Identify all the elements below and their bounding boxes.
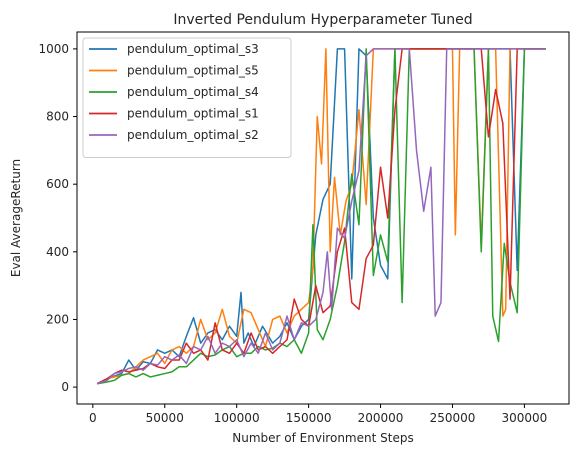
y-axis-ticks: 0 200 400 600 800 1000 (38, 42, 77, 394)
x-tick-label: 100000 (214, 411, 260, 425)
x-tick-label: 200000 (358, 411, 404, 425)
legend-label: pendulum_optimal_s2 (127, 128, 259, 142)
y-axis-label: Eval AverageReturn (9, 159, 23, 277)
legend-label: pendulum_optimal_s4 (127, 85, 259, 99)
legend-label: pendulum_optimal_s1 (127, 107, 259, 121)
x-tick-label: 150000 (286, 411, 332, 425)
y-tick-label: 600 (46, 177, 69, 191)
x-axis-ticks: 0 50000 100000 150000 200000 250000 300000 (89, 404, 547, 425)
legend-label: pendulum_optimal_s3 (127, 42, 259, 56)
y-tick-label: 0 (61, 380, 69, 394)
chart-title: Inverted Pendulum Hyperparameter Tuned (173, 12, 472, 28)
x-tick-label: 300000 (501, 411, 547, 425)
legend: pendulum_optimal_s3 pendulum_optimal_s5pe… (82, 37, 292, 158)
y-tick-label: 200 (46, 312, 69, 326)
y-tick-label: 400 (46, 245, 69, 259)
x-axis-label: Number of Environment Steps (232, 431, 413, 445)
x-tick-label: 250000 (430, 411, 476, 425)
y-tick-label: 800 (46, 110, 69, 124)
y-tick-label: 1000 (38, 42, 69, 56)
series-line-4 (96, 48, 546, 385)
x-tick-label: 0 (89, 411, 97, 425)
x-tick-label: 50000 (146, 411, 184, 425)
plot-frame (76, 31, 570, 405)
legend-label: pendulum_optimal_s5 (127, 64, 259, 78)
plot-lines (96, 48, 546, 385)
legend-box (82, 37, 292, 158)
